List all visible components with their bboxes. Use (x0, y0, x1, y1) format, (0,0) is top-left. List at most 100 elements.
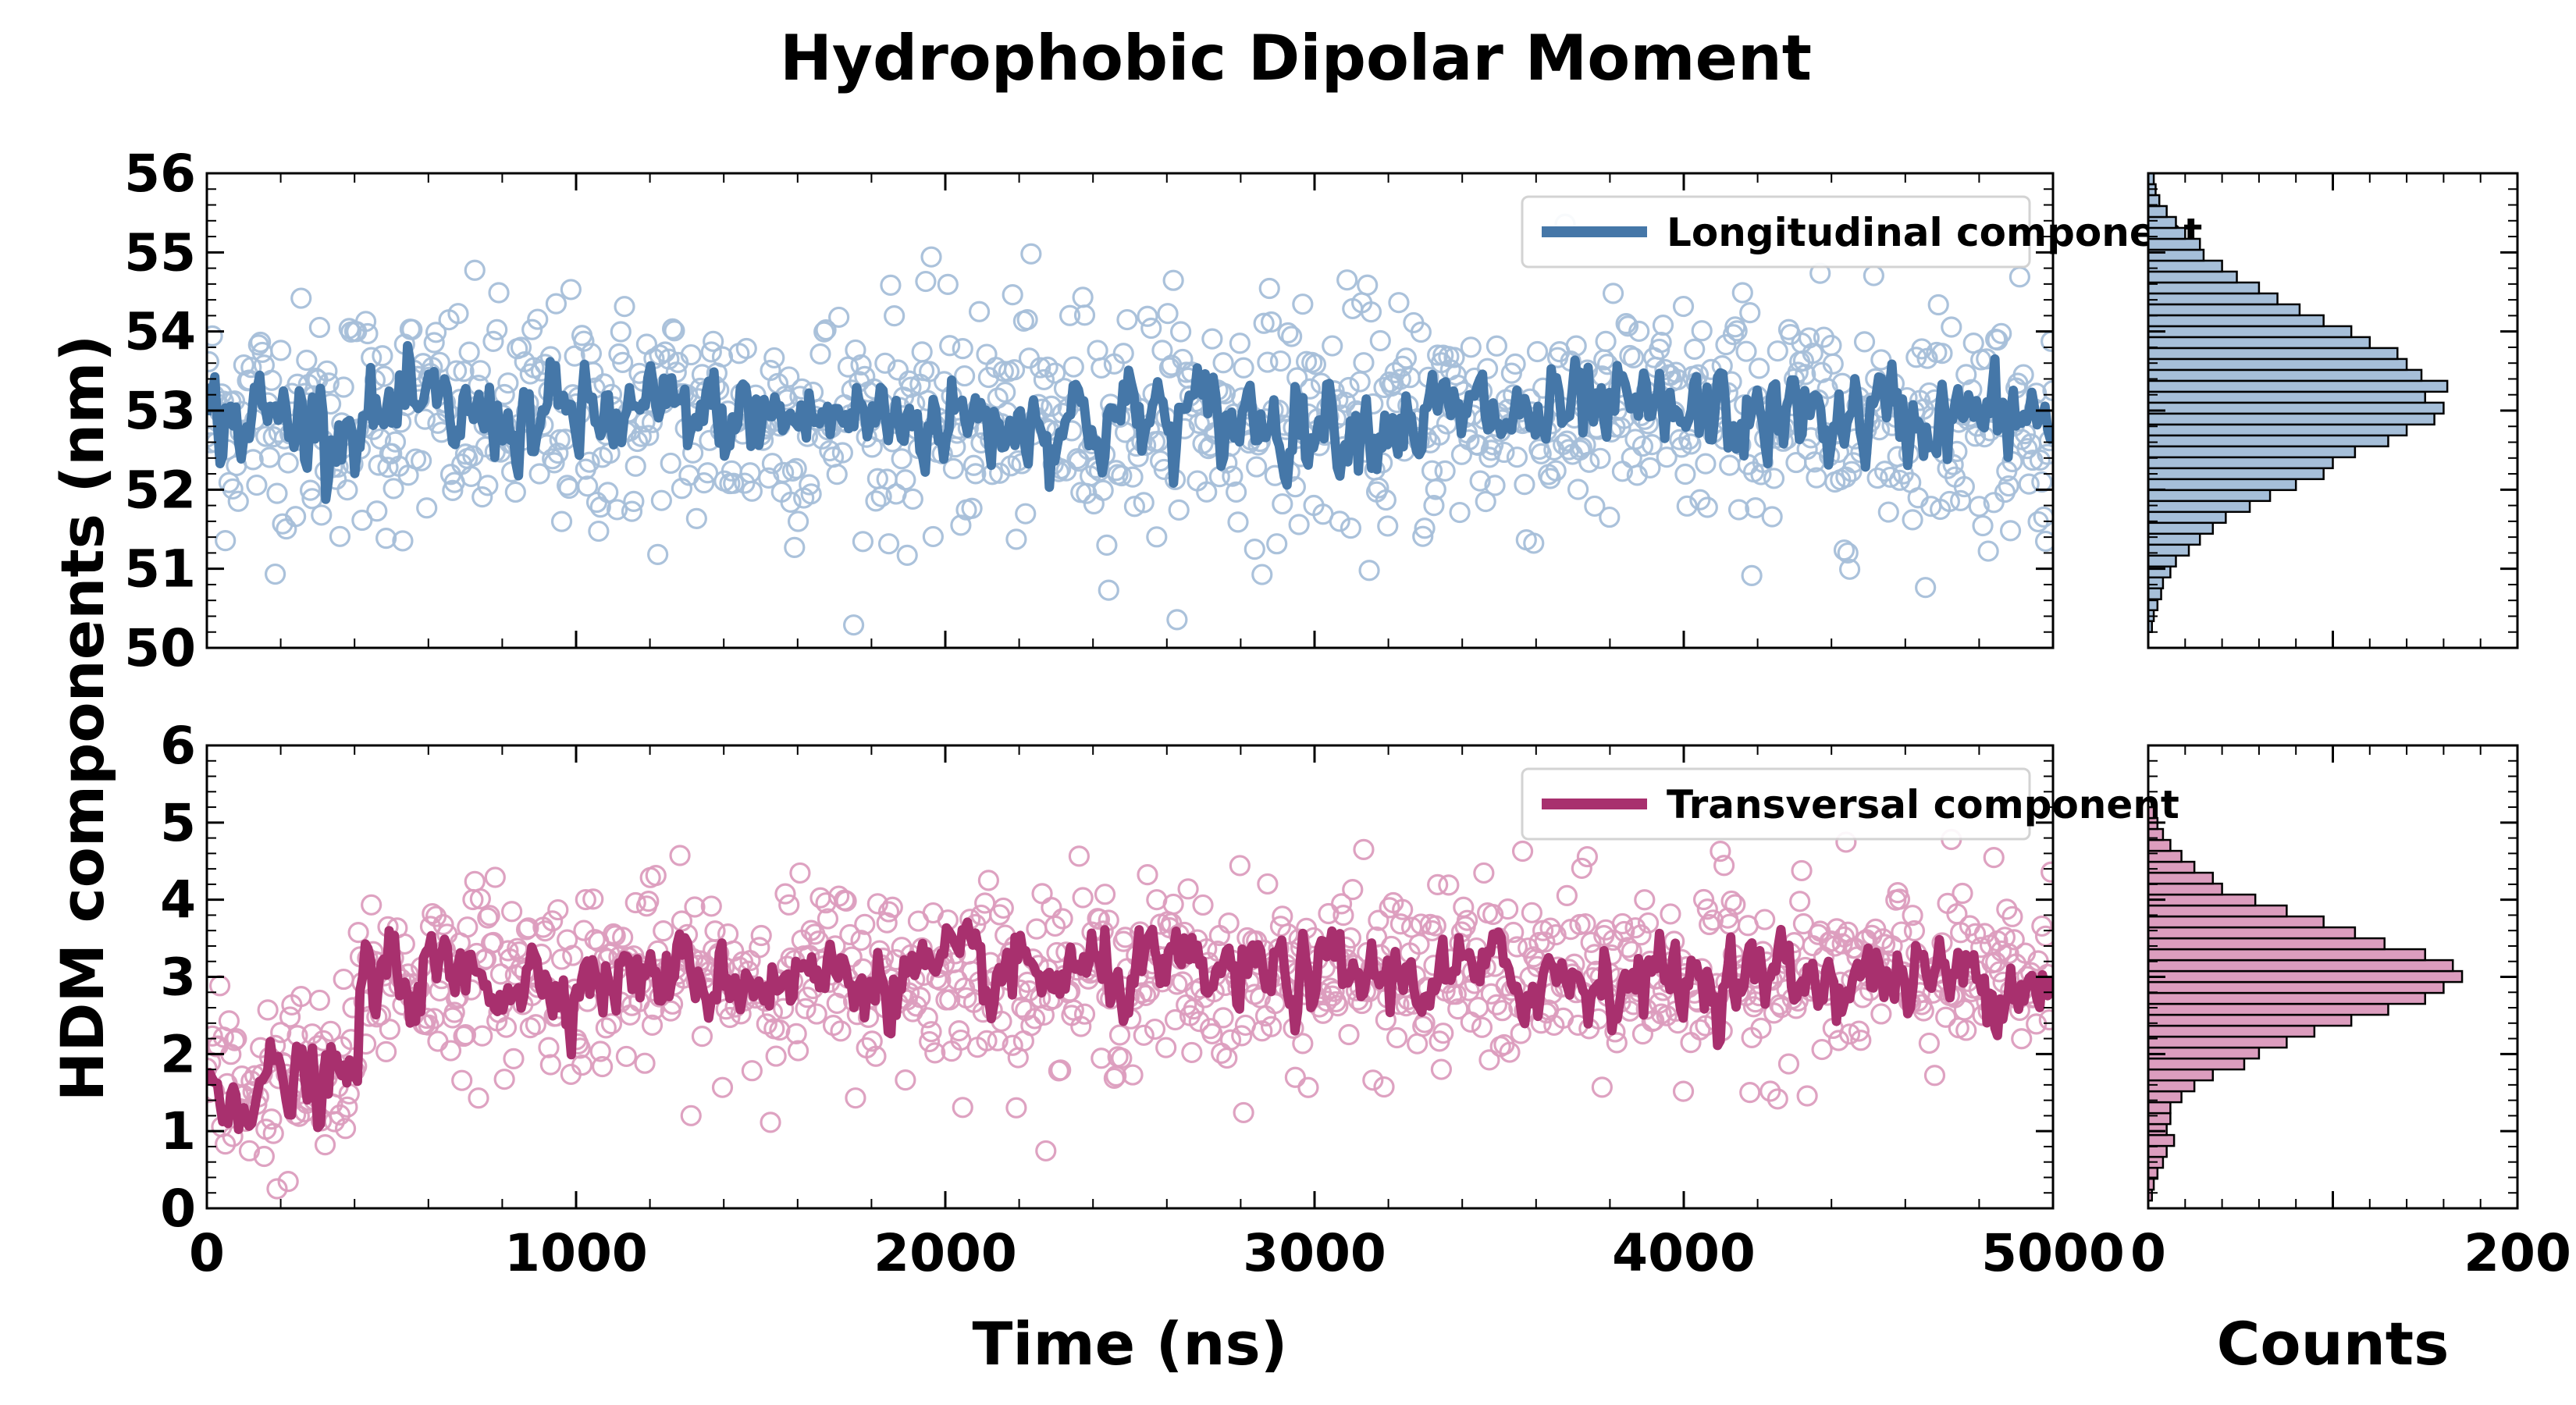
data-point (1994, 927, 2016, 948)
data-point (334, 1118, 357, 1140)
data-point (471, 486, 493, 508)
data-point (1423, 495, 1445, 517)
data-point (1838, 558, 1861, 580)
data-point (1319, 977, 1341, 999)
data-point (1722, 324, 1745, 346)
data-point (1833, 539, 1856, 561)
data-point (454, 1024, 477, 1046)
data-point (264, 563, 286, 585)
data-point (965, 463, 987, 485)
data-point (1476, 357, 1499, 379)
data-point (600, 1013, 623, 1035)
data-point (1796, 1085, 1818, 1107)
data-point (1377, 515, 1399, 537)
data-point (1468, 434, 1489, 457)
data-point (1016, 308, 1038, 331)
data-point (1880, 466, 1902, 489)
histogram-bar (2147, 456, 2334, 470)
data-point (550, 510, 573, 532)
data-point (1412, 525, 1434, 547)
data-point (557, 475, 578, 496)
data-point (1611, 912, 1634, 935)
series-line (207, 917, 2053, 1134)
data-point (785, 457, 807, 479)
data-point (489, 963, 512, 985)
data-point (1373, 1076, 1395, 1098)
data-point (1599, 506, 1621, 528)
data-point (1322, 335, 1343, 357)
data-point (1196, 481, 1218, 503)
data-point (451, 1069, 473, 1091)
data-point (1727, 499, 1750, 521)
data-point (1955, 1019, 1977, 1041)
data-point (881, 896, 903, 918)
data-point (250, 331, 272, 354)
data-point (1257, 873, 1279, 895)
data-point (920, 1021, 942, 1043)
data-point (845, 339, 866, 361)
data-point (1695, 453, 1717, 475)
histogram-bar (2147, 1144, 2168, 1158)
data-point (290, 287, 312, 309)
data-point (1539, 917, 1561, 939)
data-point (1941, 316, 1962, 338)
data-point (392, 530, 414, 552)
histogram-bar (2147, 1013, 2353, 1027)
data-point (1506, 446, 1528, 468)
data-point (839, 923, 861, 946)
data-point (539, 1054, 561, 1076)
data-point (992, 897, 1014, 919)
data-point (1670, 436, 1692, 458)
data-point (223, 1030, 246, 1051)
data-point (1453, 896, 1475, 918)
data-point (1087, 340, 1108, 361)
histogram-bar (2147, 292, 2279, 306)
data-point (831, 442, 853, 464)
data-point (774, 883, 796, 905)
data-point (1526, 340, 1549, 363)
data-point (1414, 518, 1436, 539)
data-point (861, 1030, 883, 1052)
data-point (357, 322, 379, 345)
data-point (1621, 446, 1642, 469)
histogram-bar (2147, 1002, 2389, 1016)
data-point (1362, 1069, 1384, 1091)
data-point (1281, 325, 1303, 347)
data-point (962, 454, 985, 476)
data-point (588, 520, 610, 542)
data-point (1602, 283, 1624, 304)
data-point (635, 333, 658, 355)
histogram-bar (2147, 1035, 2288, 1049)
data-point (1617, 315, 1639, 337)
histogram-bar (2147, 445, 2357, 459)
data-point (1425, 915, 1446, 937)
legend-label: Transversal component (1667, 782, 2179, 827)
data-point (1591, 1076, 1613, 1098)
legend-box (1521, 195, 2031, 269)
data-point (222, 478, 244, 500)
data-point (850, 930, 872, 951)
data-point (1816, 378, 1838, 400)
data-point (1955, 364, 1977, 386)
data-point (1888, 888, 1911, 910)
data-point (1545, 924, 1567, 946)
data-point (1155, 1037, 1177, 1058)
data-point (1689, 1019, 1711, 1040)
y-tick-label: 1 (160, 1101, 196, 1161)
data-point (1578, 451, 1600, 473)
data-point (1133, 492, 1155, 514)
data-point (1044, 915, 1066, 937)
data-point (1935, 1006, 1957, 1028)
data-point (1672, 1080, 1695, 1102)
data-point (560, 279, 582, 301)
data-point (1111, 1048, 1133, 1069)
data-point (809, 887, 831, 909)
histogram-bar (2147, 489, 2272, 503)
data-point (238, 1140, 261, 1161)
data-point (1556, 884, 1578, 906)
data-point (2012, 364, 2034, 386)
data-point (1051, 908, 1073, 930)
data-point (1521, 902, 1543, 923)
data-point (2018, 473, 2040, 495)
